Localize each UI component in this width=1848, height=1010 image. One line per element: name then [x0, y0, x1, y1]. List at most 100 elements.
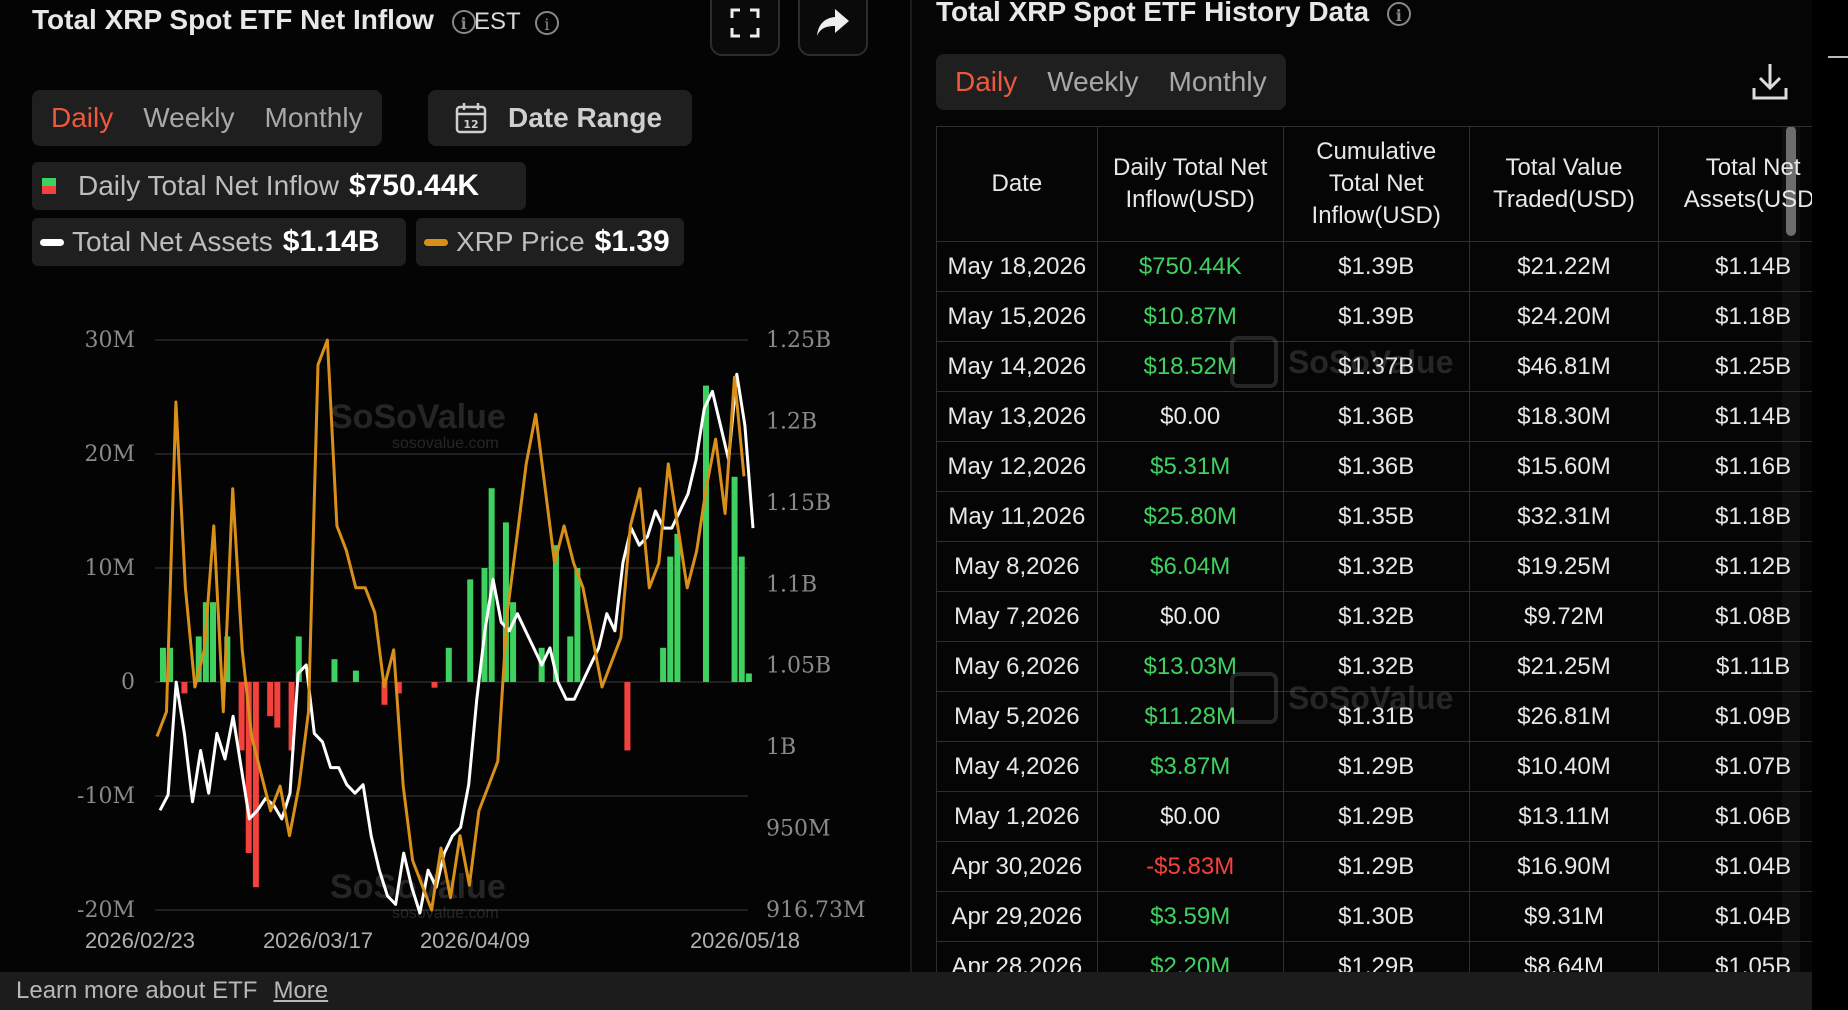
- watermark-logo-icon: [1230, 672, 1278, 724]
- cell-cumulative: $1.36B: [1282, 391, 1470, 442]
- inflow-bar: [181, 682, 188, 694]
- table-row: May 6,2026 $13.03M $1.32B $21.25M $1.11B: [936, 641, 1848, 692]
- col-date[interactable]: Date: [936, 126, 1098, 242]
- history-tab-weekly[interactable]: Weekly: [1047, 66, 1139, 97]
- cell-cumulative: $1.32B: [1282, 641, 1470, 692]
- legend-total-assets[interactable]: Total Net Assets $1.14B: [32, 218, 406, 266]
- table-row: May 18,2026 $750.44K $1.39B $21.22M $1.14B: [936, 241, 1848, 292]
- cell-date: May 13,2026: [936, 391, 1098, 442]
- inflow-bar: [352, 670, 359, 682]
- share-button[interactable]: [798, 0, 868, 56]
- cell-value-traded: $46.81M: [1468, 341, 1660, 392]
- cell-cumulative: $1.36B: [1282, 441, 1470, 492]
- left-axis-tick: 30M: [84, 328, 135, 353]
- cell-daily-inflow: $3.87M: [1096, 741, 1284, 792]
- table-row: May 12,2026 $5.31M $1.36B $15.60M $1.16B: [936, 441, 1848, 492]
- assets-label: Total Net Assets: [72, 226, 273, 257]
- cell-value-traded: $10.40M: [1468, 741, 1660, 792]
- inflow-bar: [674, 533, 681, 682]
- cell-value-traded: $15.60M: [1468, 441, 1660, 492]
- inflow-bar: [574, 568, 581, 682]
- inflow-bar: [731, 476, 738, 682]
- cell-daily-inflow: $25.80M: [1096, 491, 1284, 542]
- cell-date: May 18,2026: [936, 241, 1098, 292]
- footer-text: Learn more about ETF: [16, 977, 258, 1004]
- chart-watermark: SoSoValue: [330, 398, 506, 436]
- table-watermark-2: SoSoValue: [1230, 672, 1453, 724]
- edge-marker: [1828, 56, 1848, 58]
- inflow-bar: [431, 682, 438, 688]
- col-cumulative-inflow[interactable]: Cumulative Total Net Inflow(USD): [1282, 126, 1470, 242]
- xrp-price-line: [155, 338, 746, 912]
- inflow-chart[interactable]: 30M 20M 10M 0 -10M -20M 1.25B 1.2B 1.15B 1.1B 1.05…: [0, 300, 900, 960]
- cell-daily-inflow: $11.28M: [1096, 691, 1284, 742]
- inflow-bar: [245, 682, 252, 853]
- timezone-info-icon[interactable]: i: [534, 10, 559, 35]
- cell-cumulative: $1.32B: [1282, 591, 1470, 642]
- tab-monthly[interactable]: Monthly: [264, 102, 363, 133]
- table-watermark-1: SoSoValue: [1230, 336, 1453, 388]
- price-swatch: [424, 238, 448, 246]
- right-axis-tick: 1.25B: [766, 328, 831, 353]
- inflow-bar: [267, 682, 274, 717]
- table-row: May 1,2026 $0.00 $1.29B $13.11M $1.06B: [936, 791, 1848, 842]
- right-axis-tick: 1.1B: [766, 572, 817, 597]
- table-row: May 8,2026 $6.04M $1.32B $19.25M $1.12B: [936, 541, 1848, 592]
- net-inflow-panel: Total XRP Spot ETF Net Inflow i EST i Da…: [0, 0, 910, 972]
- assets-swatch: [40, 238, 64, 246]
- cell-daily-inflow: $3.59M: [1096, 891, 1284, 942]
- timezone-label: EST: [474, 8, 521, 35]
- cell-daily-inflow: $10.87M: [1096, 291, 1284, 342]
- tab-daily[interactable]: Daily: [51, 102, 114, 133]
- price-value: $1.39: [594, 225, 670, 258]
- col-daily-inflow[interactable]: Daily Total Net Inflow(USD): [1096, 126, 1284, 242]
- inflow-bar: [210, 602, 217, 682]
- inflow-bar: [502, 522, 509, 682]
- cell-value-traded: $24.20M: [1468, 291, 1660, 342]
- col-value-traded[interactable]: Total Value Traded(USD): [1468, 126, 1660, 242]
- history-tab-monthly[interactable]: Monthly: [1168, 66, 1267, 97]
- cell-cumulative: $1.39B: [1282, 291, 1470, 342]
- cell-date: May 8,2026: [936, 541, 1098, 592]
- left-axis-tick: 20M: [84, 442, 135, 467]
- panel-title: Total XRP Spot ETF Net Inflow i: [32, 4, 476, 36]
- download-icon[interactable]: [1750, 60, 1790, 104]
- right-axis-tick: 1B: [766, 735, 796, 760]
- history-tab-daily[interactable]: Daily: [955, 66, 1018, 97]
- cell-value-traded: $18.30M: [1468, 391, 1660, 442]
- cell-daily-inflow: $0.00: [1096, 591, 1284, 642]
- cell-daily-inflow: $6.04M: [1096, 541, 1284, 592]
- date-range-button[interactable]: 12 Date Range: [428, 90, 692, 146]
- inflow-bar: [745, 673, 752, 682]
- tab-weekly[interactable]: Weekly: [143, 102, 235, 133]
- cell-date: May 6,2026: [936, 641, 1098, 692]
- cell-value-traded: $21.22M: [1468, 241, 1660, 292]
- info-icon[interactable]: i: [451, 9, 476, 34]
- legend-daily-inflow[interactable]: Daily Total Net Inflow $750.44K: [32, 162, 526, 210]
- cell-value-traded: $19.25M: [1468, 541, 1660, 592]
- chart-watermark-url: sosovalue.com: [392, 435, 499, 452]
- footer-more-link[interactable]: More: [273, 977, 329, 1004]
- inflow-value: $750.44K: [348, 169, 480, 202]
- cell-cumulative: $1.32B: [1282, 541, 1470, 592]
- fullscreen-button[interactable]: [710, 0, 780, 56]
- history-title: Total XRP Spot ETF History Data i: [936, 0, 1411, 28]
- inflow-bar: [195, 636, 202, 682]
- inflow-bar: [167, 647, 174, 682]
- left-period-tabs: Daily Weekly Monthly: [32, 90, 382, 146]
- cell-date: May 11,2026: [936, 491, 1098, 542]
- left-axis-tick: -10M: [77, 784, 135, 809]
- history-info-icon[interactable]: i: [1386, 1, 1411, 26]
- right-axis-tick: 950M: [766, 817, 831, 842]
- legend-xrp-price[interactable]: XRP Price $1.39: [416, 218, 684, 266]
- inflow-swatch: [42, 178, 56, 194]
- cell-cumulative: $1.29B: [1282, 841, 1470, 892]
- inflow-bar: [738, 556, 745, 682]
- inflow-label: Daily Total Net Inflow: [78, 170, 339, 201]
- inflow-bar: [160, 647, 166, 682]
- net-inflow-title: Total XRP Spot ETF Net Inflow: [32, 4, 434, 35]
- panel-divider: [910, 0, 912, 972]
- right-axis-tick: 1.15B: [766, 491, 831, 516]
- cell-cumulative: $1.39B: [1282, 241, 1470, 292]
- inflow-bar: [567, 636, 574, 682]
